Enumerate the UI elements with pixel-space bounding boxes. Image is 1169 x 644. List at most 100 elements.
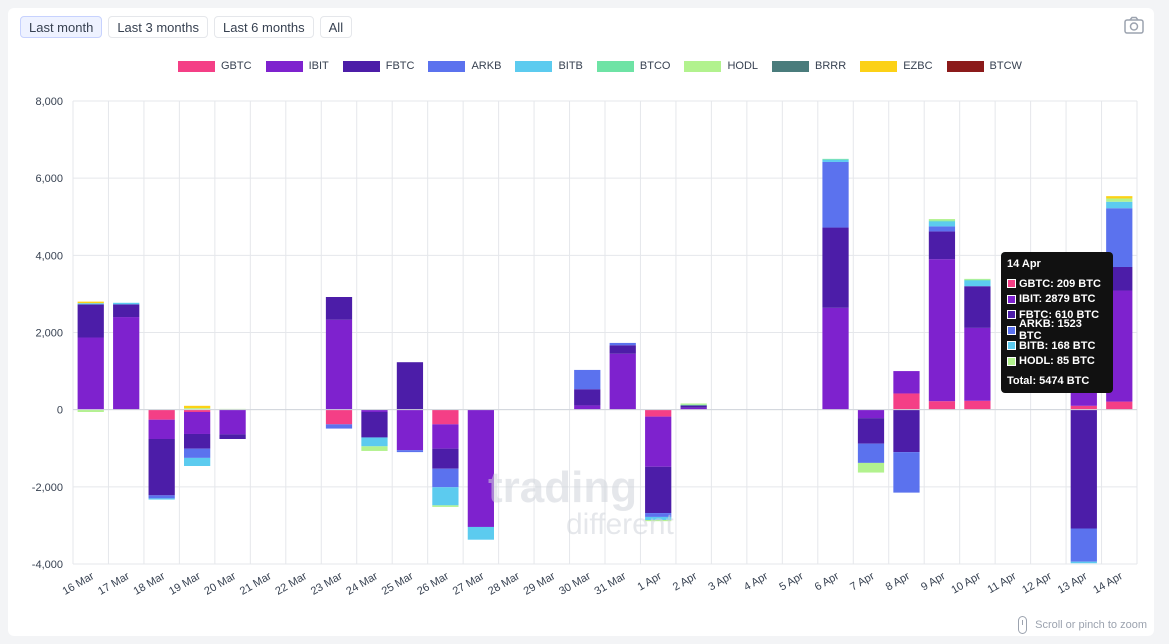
bar-ibit-26-mar[interactable] <box>432 424 459 449</box>
bar-ibit-19-mar[interactable] <box>184 411 211 434</box>
bar-ibit-20-mar[interactable] <box>219 409 246 435</box>
bar-bitb-16-mar[interactable] <box>77 303 104 305</box>
bar-fbtc-16-mar[interactable] <box>77 304 104 338</box>
bar-arkb-6-apr[interactable] <box>822 161 849 228</box>
bar-gbtc-9-apr[interactable] <box>928 401 956 410</box>
bar-btco-2-apr[interactable] <box>680 404 707 406</box>
bar-arkb-7-apr[interactable] <box>857 443 885 463</box>
legend-item-arkb[interactable]: ARKB <box>428 60 501 72</box>
bar-ibit-24-mar[interactable] <box>361 409 388 412</box>
bar-fbtc-1-apr[interactable] <box>645 466 672 514</box>
bar-arkb-8-apr[interactable] <box>893 452 920 493</box>
range-last-3-months-button[interactable]: Last 3 months <box>108 16 208 38</box>
bar-ibit-17-mar[interactable] <box>113 317 140 410</box>
bar-ibit-27-mar[interactable] <box>467 409 494 527</box>
bar-fbtc-20-mar[interactable] <box>219 434 246 439</box>
bar-ibit-23-mar[interactable] <box>325 319 353 410</box>
bar-hodl-1-apr[interactable] <box>645 520 672 522</box>
bar-fbtc-7-apr[interactable] <box>857 418 885 444</box>
bar-fbtc-10-apr[interactable] <box>964 286 991 328</box>
bar-fbtc-18-mar[interactable] <box>148 438 175 496</box>
bar-gbtc-26-mar[interactable] <box>432 409 459 425</box>
bar-bitb-14-apr[interactable] <box>1106 201 1133 209</box>
bar-bitb-19-mar[interactable] <box>184 457 211 466</box>
bar-arkb-1-apr[interactable] <box>645 513 672 517</box>
bar-hodl-14-apr[interactable] <box>1106 198 1133 202</box>
bar-ezbc-14-apr[interactable] <box>1106 196 1133 199</box>
bar-hodl-2-apr[interactable] <box>680 403 707 405</box>
bar-ibit-10-apr[interactable] <box>964 327 991 401</box>
bar-arkb-13-apr[interactable] <box>1070 528 1097 562</box>
bar-bitb-9-apr[interactable] <box>928 221 956 227</box>
legend-item-gbtc[interactable]: GBTC <box>178 60 252 72</box>
bar-ibit-2-apr[interactable] <box>680 407 707 410</box>
bar-hodl-9-apr[interactable] <box>928 219 956 221</box>
bar-arkb-18-mar[interactable] <box>148 495 175 499</box>
bar-fbtc-25-mar[interactable] <box>396 362 424 410</box>
bar-bitb-1-apr[interactable] <box>645 516 672 521</box>
bar-fbtc-24-mar[interactable] <box>361 411 388 438</box>
bar-ibit-6-apr[interactable] <box>822 307 849 410</box>
bar-bitb-24-mar[interactable] <box>361 437 388 447</box>
bar-fbtc-9-apr[interactable] <box>928 231 956 260</box>
legend-item-btco[interactable]: BTCO <box>596 60 670 72</box>
bar-fbtc-19-mar[interactable] <box>184 433 211 449</box>
bar-ibit-30-mar[interactable] <box>574 405 601 410</box>
legend-item-hodl[interactable]: HODL <box>684 60 758 72</box>
bar-ibit-9-apr[interactable] <box>928 259 956 402</box>
camera-icon[interactable] <box>1124 16 1144 34</box>
bar-ibit-7-apr[interactable] <box>857 409 885 419</box>
bar-hodl-19-mar[interactable] <box>184 408 211 410</box>
legend-item-btcw[interactable]: BTCW <box>946 60 1022 72</box>
bar-arkb-30-mar[interactable] <box>574 369 601 390</box>
bar-hodl-10-apr[interactable] <box>964 278 991 280</box>
bar-gbtc-14-apr[interactable] <box>1106 401 1133 410</box>
bar-gbtc-1-apr[interactable] <box>645 409 672 417</box>
bar-ezbc-19-mar[interactable] <box>184 405 211 409</box>
bar-ibit-16-mar[interactable] <box>77 337 104 410</box>
bar-ibit-1-apr[interactable] <box>645 416 672 467</box>
legend-item-brrr[interactable]: BRRR <box>772 60 846 72</box>
bar-gbtc-18-mar[interactable] <box>148 409 175 420</box>
bar-bitb-27-mar[interactable] <box>467 526 494 540</box>
bar-fbtc-17-mar[interactable] <box>113 304 140 318</box>
bar-bitb-17-mar[interactable] <box>113 302 140 305</box>
bar-arkb-23-mar[interactable] <box>325 424 353 429</box>
range-last-6-months-button[interactable]: Last 6 months <box>213 16 314 38</box>
bar-ibit-8-apr[interactable] <box>893 371 920 394</box>
bar-gbtc-10-apr[interactable] <box>964 400 991 410</box>
bar-gbtc-8-apr[interactable] <box>893 393 920 410</box>
range-last-month-button[interactable]: Last month <box>20 16 103 38</box>
bar-arkb-31-mar[interactable] <box>609 342 636 346</box>
bar-bitb-26-mar[interactable] <box>432 487 459 506</box>
bar-arkb-25-mar[interactable] <box>396 450 424 453</box>
bar-bitb-10-apr[interactable] <box>964 280 991 287</box>
bar-fbtc-2-apr[interactable] <box>680 405 707 408</box>
bar-arkb-9-apr[interactable] <box>928 226 956 232</box>
legend-item-ibit[interactable]: IBIT <box>265 60 329 72</box>
bar-hodl-7-apr[interactable] <box>857 462 885 473</box>
bar-gbtc-19-mar[interactable] <box>184 409 211 412</box>
bar-btco-10-apr[interactable] <box>964 279 991 281</box>
legend-item-bitb[interactable]: BITB <box>515 60 583 72</box>
legend-item-ezbc[interactable]: EZBC <box>860 60 933 72</box>
range-all-button[interactable]: All <box>319 16 353 38</box>
bar-hodl-24-mar[interactable] <box>361 446 388 451</box>
bar-btco-6-apr[interactable] <box>822 158 849 160</box>
bar-fbtc-23-mar[interactable] <box>325 297 353 320</box>
bar-arkb-26-mar[interactable] <box>432 468 459 488</box>
bar-gbtc-13-apr[interactable] <box>1070 405 1097 410</box>
bar-arkb-19-mar[interactable] <box>184 448 211 458</box>
bar-fbtc-26-mar[interactable] <box>432 448 459 469</box>
bar-bitb-13-apr[interactable] <box>1070 561 1097 564</box>
bar-ibit-31-mar[interactable] <box>609 353 636 410</box>
bar-fbtc-8-apr[interactable] <box>893 409 920 453</box>
bar-btco-9-apr[interactable] <box>928 220 956 222</box>
bar-fbtc-30-mar[interactable] <box>574 389 601 406</box>
bar-ezbc-16-mar[interactable] <box>77 301 104 304</box>
bar-ibit-13-apr[interactable] <box>1070 391 1097 406</box>
bar-bitb-6-apr[interactable] <box>822 159 849 162</box>
legend-item-fbtc[interactable]: FBTC <box>342 60 414 72</box>
bar-hodl-26-mar[interactable] <box>432 505 459 507</box>
bar-ibit-25-mar[interactable] <box>396 409 424 451</box>
